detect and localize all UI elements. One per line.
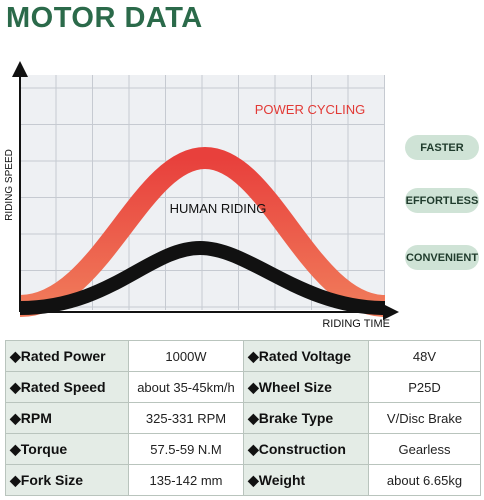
table-row: ◆Rated Power 1000W ◆Rated Voltage 48V	[5, 340, 481, 372]
curve-label: HUMAN RIDING	[170, 201, 267, 216]
spec-value: about 35-45km/h	[128, 371, 244, 403]
spec-value: V/Disc Brake	[368, 402, 481, 434]
spec-label: ◆Rated Speed	[5, 371, 129, 403]
table-row: ◆Fork Size 135-142 mm ◆Weight about 6.65kg	[5, 464, 481, 496]
spec-label: ◆RPM	[5, 402, 129, 434]
spec-label: ◆Fork Size	[5, 464, 129, 496]
spec-label: ◆Rated Voltage	[243, 340, 369, 372]
diagram: RIDING SPEED RIDING TIME POWER CYCLING H…	[4, 61, 399, 330]
spec-value: P25D	[368, 371, 481, 403]
badge: CONVENIENT	[405, 245, 479, 270]
curve-label: POWER CYCLING	[255, 102, 366, 117]
spec-label: ◆Rated Power	[5, 340, 129, 372]
spec-table: ◆Rated Power 1000W ◆Rated Voltage 48V ◆Rated…	[5, 340, 481, 496]
spec-value: about 6.65kg	[368, 464, 481, 496]
spec-value: 325-331 RPM	[128, 402, 244, 434]
table-row: ◆Rated Speed about 35-45km/h ◆Wheel Size P2…	[5, 371, 481, 403]
spec-value: 1000W	[128, 340, 244, 372]
spec-label: ◆Construction	[243, 433, 369, 465]
spec-value: 48V	[368, 340, 481, 372]
badge: EFFORTLESS	[405, 188, 479, 213]
table-row: ◆RPM 325-331 RPM ◆Brake Type V/Disc Brake	[5, 402, 481, 434]
spec-value: 135-142 mm	[128, 464, 244, 496]
x-axis-label: RIDING TIME	[322, 318, 390, 330]
y-axis-label: RIDING SPEED	[4, 149, 15, 221]
table-row: ◆Torque 57.5-59 N.M ◆Construction Gearless	[5, 433, 481, 465]
spec-value: 57.5-59 N.M	[128, 433, 244, 465]
human-curve	[19, 240, 386, 315]
spec-label: ◆Brake Type	[243, 402, 369, 434]
power-curve	[19, 146, 386, 317]
spec-label: ◆Wheel Size	[243, 371, 369, 403]
title: MOTOR DATA	[6, 2, 203, 34]
spec-value: Gearless	[368, 433, 481, 465]
spec-label: ◆Torque	[5, 433, 129, 465]
badge: FASTER	[405, 135, 479, 160]
spec-label: ◆Weight	[243, 464, 369, 496]
